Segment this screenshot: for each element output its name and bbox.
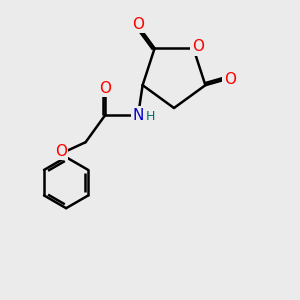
Text: O: O bbox=[99, 81, 111, 96]
Text: O: O bbox=[55, 144, 67, 159]
Text: H: H bbox=[146, 110, 156, 123]
Text: O: O bbox=[192, 39, 204, 54]
Text: O: O bbox=[132, 17, 144, 32]
Text: N: N bbox=[132, 108, 144, 123]
Text: O: O bbox=[224, 72, 236, 87]
